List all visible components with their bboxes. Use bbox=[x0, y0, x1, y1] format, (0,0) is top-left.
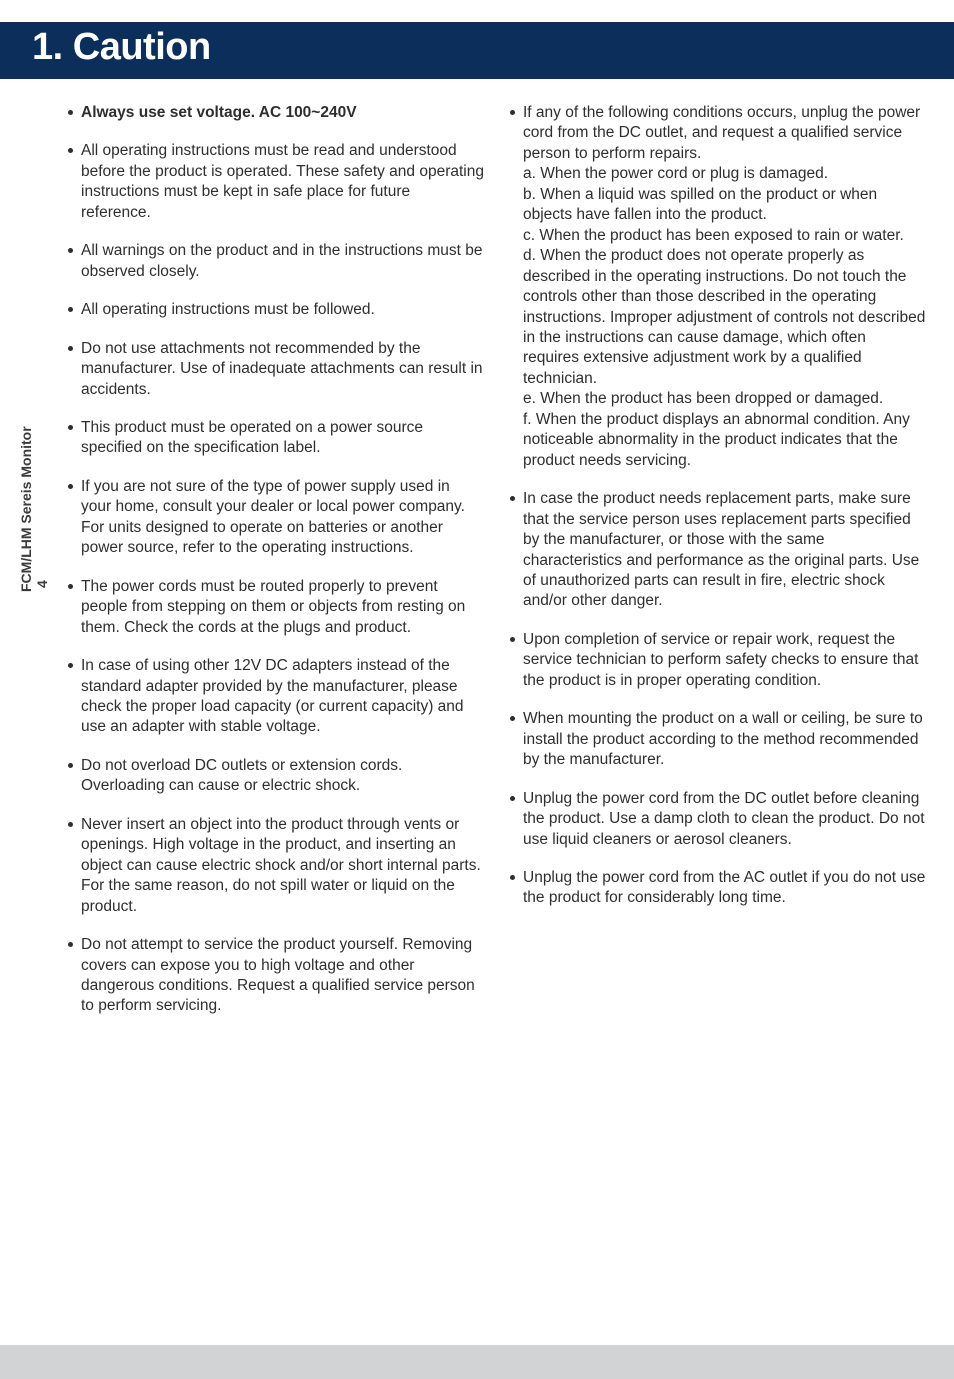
bullet-item: Do not use attachments not recommended b… bbox=[68, 339, 484, 400]
bullet-item: Always use set voltage. AC 100~240V bbox=[68, 103, 484, 123]
bullet-text: Unplug the power cord from the DC outlet… bbox=[523, 790, 925, 848]
bullet-text: All operating instructions must be follo… bbox=[81, 301, 375, 318]
bullet-text: This product must be operated on a power… bbox=[81, 419, 423, 456]
left-column: Always use set voltage. AC 100~240V All o… bbox=[68, 103, 484, 1035]
sub-line: a. When the power cord or plug is damage… bbox=[523, 165, 828, 182]
sub-line: d. When the product does not operate pro… bbox=[523, 247, 925, 387]
bullet-item: All operating instructions must be follo… bbox=[68, 300, 484, 320]
bullet-text: Do not attempt to service the product yo… bbox=[81, 936, 475, 1014]
bullet-text: Do not use attachments not recommended b… bbox=[81, 340, 483, 398]
bullet-text: In case of using other 12V DC adapters i… bbox=[81, 657, 464, 735]
document-page: 1. Caution FCM/LHM Sereis Monitor 4 Alwa… bbox=[0, 22, 954, 1379]
sub-line: c. When the product has been exposed to … bbox=[523, 227, 904, 244]
bullet-text: Unplug the power cord from the AC outlet… bbox=[523, 869, 925, 906]
bullet-item: Unplug the power cord from the DC outlet… bbox=[510, 789, 926, 850]
bullet-item: Unplug the power cord from the AC outlet… bbox=[510, 868, 926, 909]
bullet-text: All operating instructions must be read … bbox=[81, 142, 484, 220]
bullet-text: Upon completion of service or repair wor… bbox=[523, 631, 918, 689]
bullet-text: If you are not sure of the type of power… bbox=[81, 478, 465, 556]
bullet-item: The power cords must be routed properly … bbox=[68, 577, 484, 638]
bullet-item: Do not overload DC outlets or extension … bbox=[68, 756, 484, 797]
bullet-item: In case the product needs replacement pa… bbox=[510, 489, 926, 612]
footer-bar bbox=[0, 1345, 954, 1379]
bullet-item: If you are not sure of the type of power… bbox=[68, 477, 484, 559]
bullet-text: If any of the following conditions occur… bbox=[523, 104, 920, 162]
bullet-text: Do not overload DC outlets or extension … bbox=[81, 757, 402, 794]
bullet-item: Do not attempt to service the product yo… bbox=[68, 935, 484, 1017]
bullet-item: In case of using other 12V DC adapters i… bbox=[68, 656, 484, 738]
sub-line: b. When a liquid was spilled on the prod… bbox=[523, 186, 877, 223]
bullet-item: All operating instructions must be read … bbox=[68, 141, 484, 223]
bullet-item: If any of the following conditions occur… bbox=[510, 103, 926, 471]
section-heading: 1. Caution bbox=[32, 26, 954, 69]
bullet-text: Never insert an object into the product … bbox=[81, 816, 481, 915]
section-banner: 1. Caution bbox=[0, 22, 954, 79]
right-column: If any of the following conditions occur… bbox=[510, 103, 926, 1035]
bullet-text: The power cords must be routed properly … bbox=[81, 578, 465, 636]
bullet-item: All warnings on the product and in the i… bbox=[68, 241, 484, 282]
bullet-text: Always use set voltage. AC 100~240V bbox=[81, 104, 357, 121]
bullet-item: This product must be operated on a power… bbox=[68, 418, 484, 459]
sidebar-text: FCM/LHM Sereis Monitor bbox=[18, 426, 34, 592]
bullet-text: When mounting the product on a wall or c… bbox=[523, 710, 923, 768]
bullet-item: Upon completion of service or repair wor… bbox=[510, 630, 926, 691]
bullet-text: All warnings on the product and in the i… bbox=[81, 242, 483, 279]
sidebar-label: FCM/LHM Sereis Monitor 4 bbox=[18, 412, 40, 592]
page-number: 4 bbox=[34, 580, 50, 588]
bullet-item: When mounting the product on a wall or c… bbox=[510, 709, 926, 770]
sub-line: f. When the product displays an abnormal… bbox=[523, 411, 910, 469]
bullet-text: In case the product needs replacement pa… bbox=[523, 490, 919, 609]
content-columns: Always use set voltage. AC 100~240V All o… bbox=[0, 79, 954, 1075]
sub-line: e. When the product has been dropped or … bbox=[523, 390, 883, 407]
bullet-item: Never insert an object into the product … bbox=[68, 815, 484, 917]
